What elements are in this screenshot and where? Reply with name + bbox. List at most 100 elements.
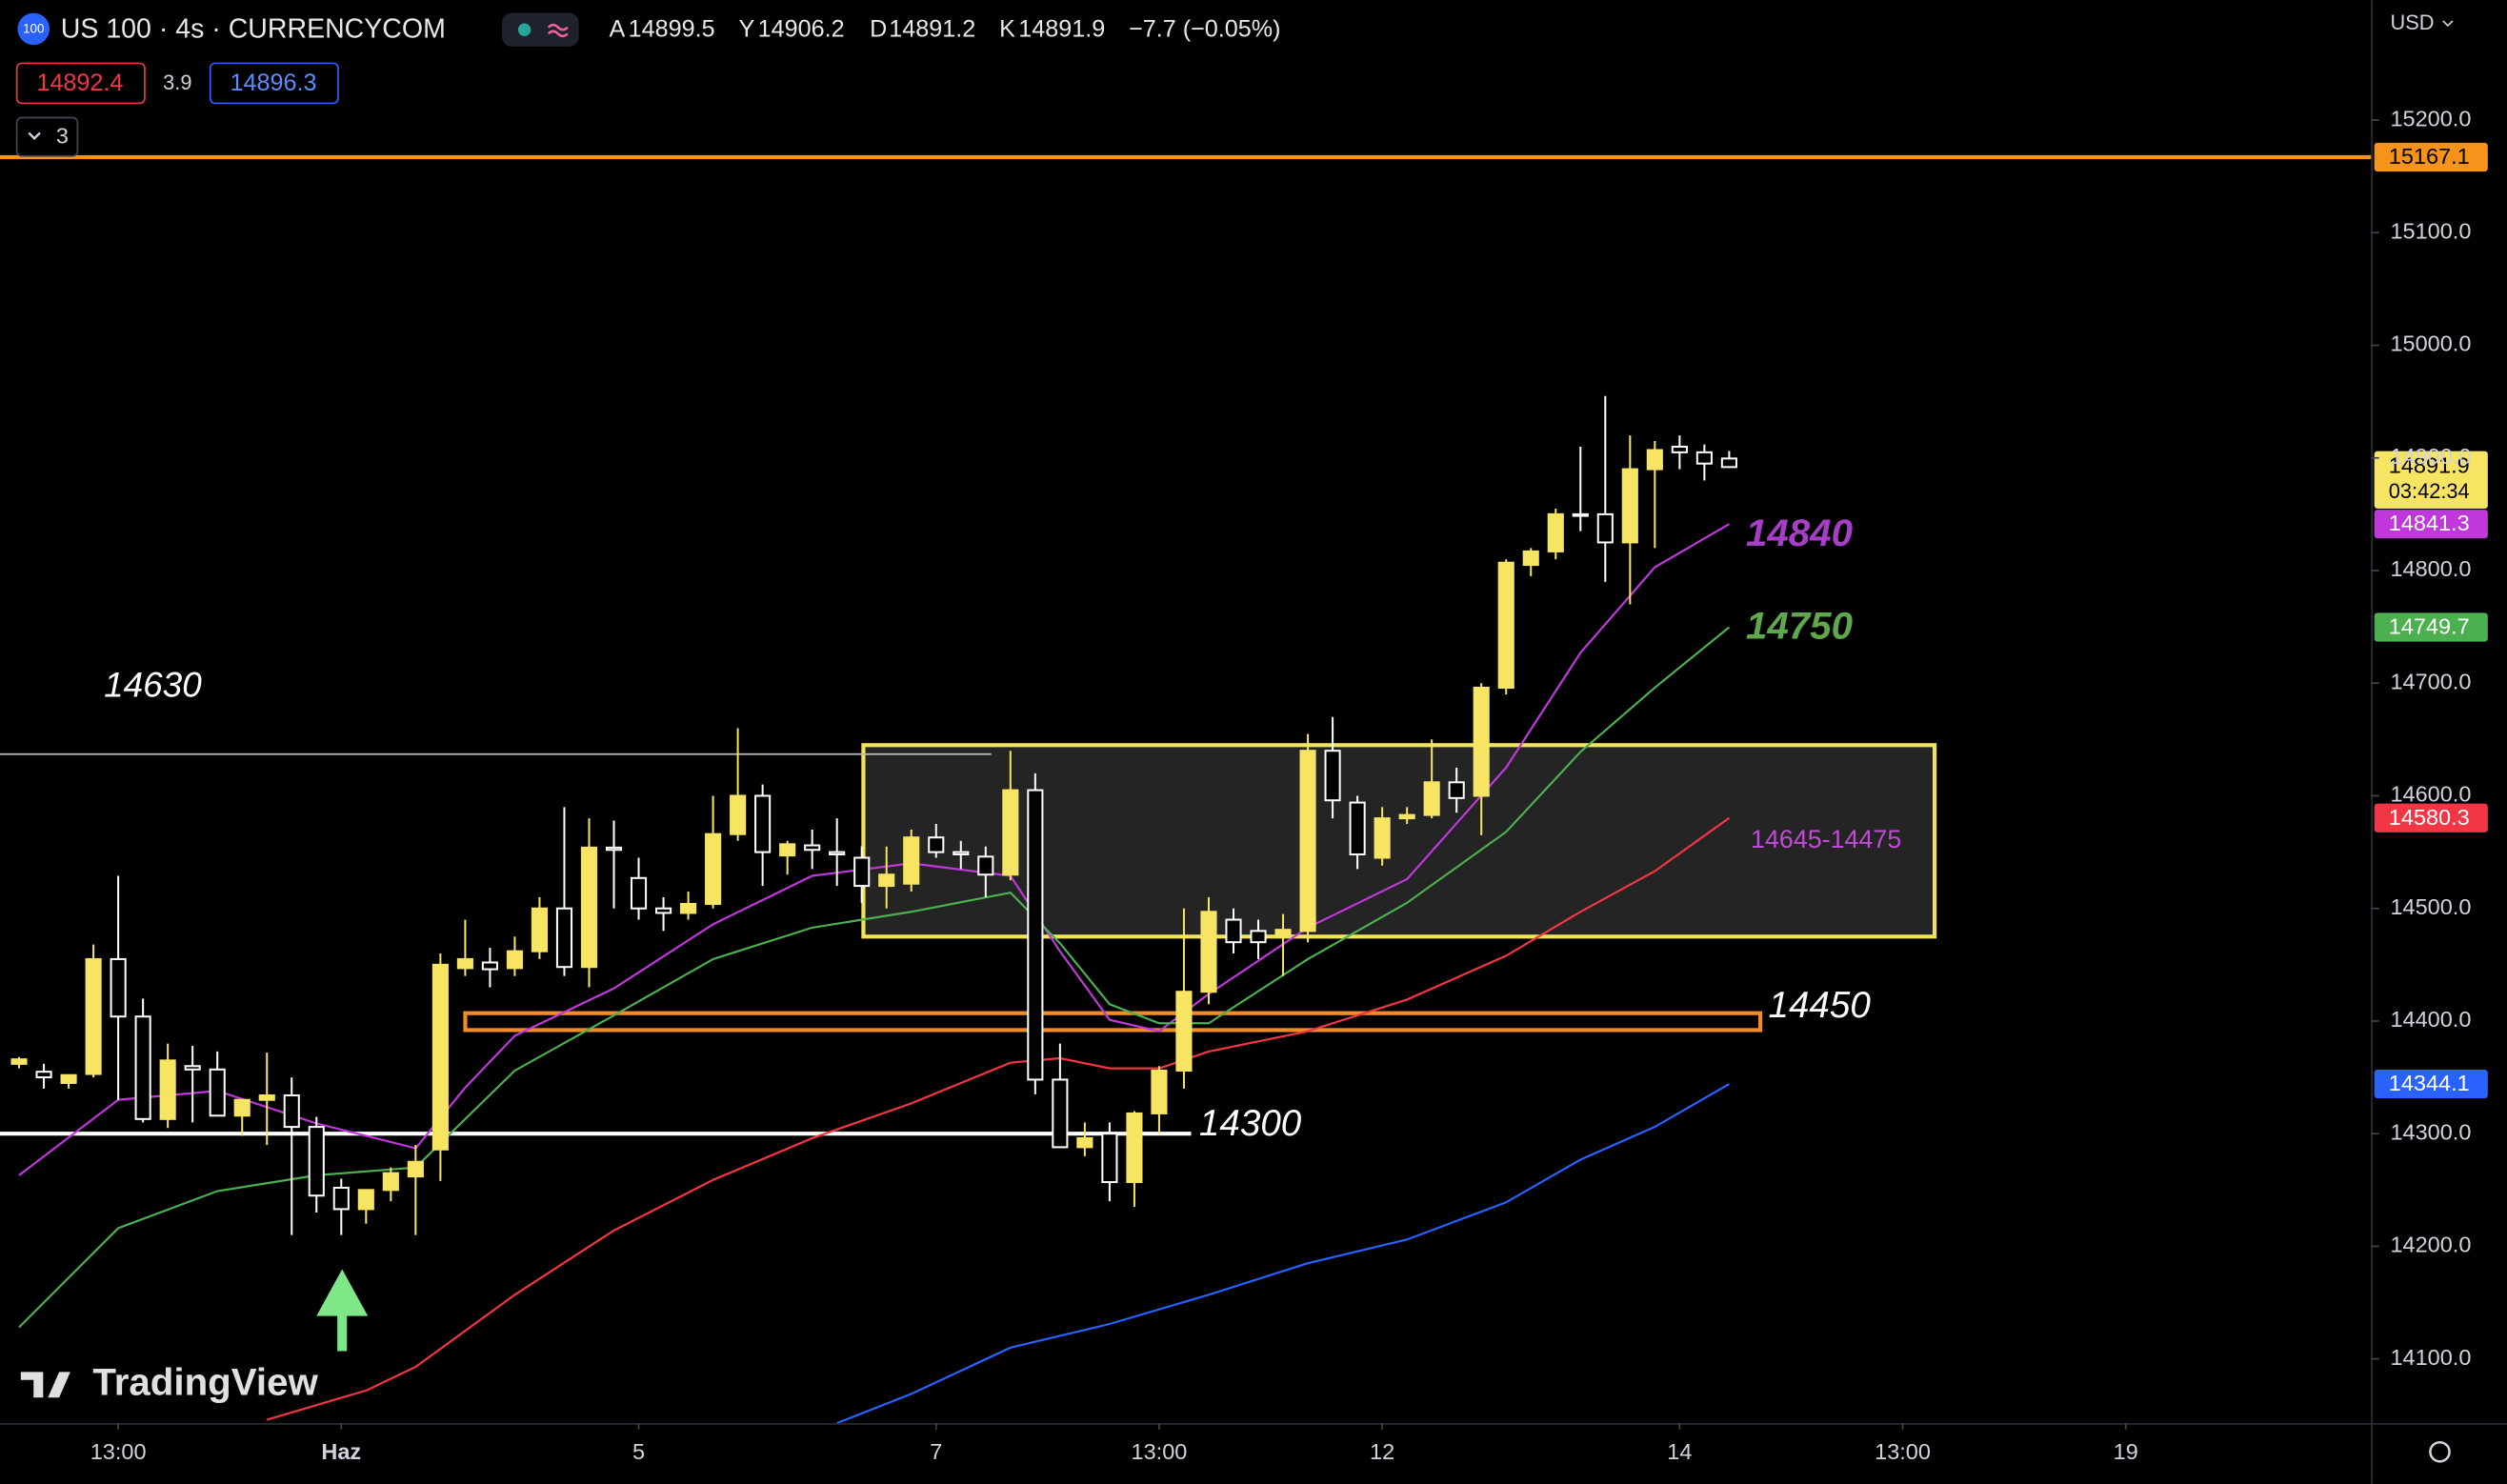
settings-icon[interactable] <box>2429 1440 2451 1463</box>
candle-body <box>308 1126 325 1197</box>
ohlc-key: Y <box>739 16 755 43</box>
candle-body <box>159 1059 176 1120</box>
ohlc-value: 14891.9 <box>1018 16 1105 43</box>
x-tick-label: 19 <box>2114 1439 2138 1464</box>
y-tick-label: 14400.0 <box>2390 1007 2471 1032</box>
candle-body <box>680 902 697 914</box>
ohlc-key: K <box>999 16 1015 43</box>
x-tick-label: 12 <box>1370 1439 1394 1464</box>
y-tick-label: 14100.0 <box>2390 1345 2471 1370</box>
candle-body <box>779 843 796 857</box>
candle-body <box>1522 550 1539 567</box>
watermark-logo <box>20 1372 70 1398</box>
y-tick-label: 14600.0 <box>2390 782 2471 807</box>
countdown: 03:42:34 <box>2389 479 2470 503</box>
chevron <box>2442 20 2454 28</box>
last-price-tag <box>2374 451 2488 509</box>
candle-body <box>407 1160 424 1178</box>
candle-body <box>754 794 772 853</box>
moving-average <box>18 523 1730 1176</box>
currency[interactable]: USD <box>2390 10 2434 34</box>
candle-body <box>1621 468 1638 544</box>
price-tag-label: 14344.1 <box>2389 1071 2470 1095</box>
badge-text: 100 <box>23 22 44 36</box>
candle-body <box>829 851 846 855</box>
candle-body <box>382 1172 399 1192</box>
candle-body <box>531 907 549 953</box>
candle-body <box>233 1098 251 1117</box>
up-arrow <box>316 1269 369 1352</box>
buy-price: 14896.3 <box>231 70 317 96</box>
annotation: 14300 <box>1199 1103 1302 1144</box>
candle-body <box>580 846 598 969</box>
status-wave <box>547 23 569 38</box>
candle-body <box>332 1186 350 1211</box>
candle-body <box>1274 929 1292 935</box>
candle-body <box>357 1189 374 1211</box>
candle-body <box>85 957 102 1075</box>
y-tick-label: 14900.0 <box>2390 444 2471 469</box>
candle-body <box>134 1015 151 1120</box>
candle-body <box>1695 451 1713 465</box>
spread: 3.9 <box>163 70 191 94</box>
symbol[interactable]: US 100 · 4s · CURRENCYCOM <box>61 14 446 45</box>
sell-price: 14892.4 <box>36 70 123 96</box>
candle-body <box>1596 512 1614 544</box>
x-tick-label: 7 <box>930 1439 942 1464</box>
candle-body <box>1547 512 1564 552</box>
candle-body <box>1497 561 1514 689</box>
candle-body <box>1349 801 1366 855</box>
candle-body <box>283 1093 300 1129</box>
zone <box>463 1011 1763 1033</box>
moving-average <box>836 1083 1730 1424</box>
candle-body <box>1398 813 1415 820</box>
candle-body <box>878 873 895 888</box>
candle-body <box>1101 1133 1118 1184</box>
candle-body <box>1225 918 1242 944</box>
change: −7.7 (−0.05%) <box>1129 16 1280 43</box>
candle-body <box>1200 911 1217 993</box>
sell-button[interactable] <box>15 62 146 105</box>
price-tag-label: 15167.1 <box>2389 144 2470 169</box>
zone-label: 14645-14475 <box>1751 825 1901 853</box>
buy-button[interactable] <box>209 62 339 105</box>
y-tick-label: 14700.0 <box>2390 669 2471 693</box>
candle-body <box>605 846 623 852</box>
candle-body <box>1448 781 1465 799</box>
candle-body <box>1299 750 1316 933</box>
x-tick-label: 5 <box>632 1439 645 1464</box>
y-tick-label: 15000.0 <box>2390 331 2471 356</box>
annotation: 14630 <box>104 666 202 705</box>
price-tag <box>2374 803 2488 832</box>
y-tick-label: 14800.0 <box>2390 556 2471 581</box>
candle-body <box>977 855 994 876</box>
x-tick-label: 13:00 <box>1875 1439 1931 1464</box>
candle-body <box>1126 1112 1143 1184</box>
watermark: TradingView <box>92 1360 318 1403</box>
candle-body <box>1473 686 1490 797</box>
status-dot <box>517 23 531 36</box>
candle-body <box>481 961 498 971</box>
indicators-count: 3 <box>56 124 69 149</box>
candle-body <box>953 851 970 855</box>
chevron <box>28 131 41 141</box>
price-tag <box>2374 510 2488 539</box>
candle-body <box>184 1065 201 1071</box>
candle-body <box>1151 1069 1168 1114</box>
x-tick-label: 14 <box>1667 1439 1692 1464</box>
status-pill[interactable] <box>502 12 579 47</box>
candle-body <box>1671 445 1688 453</box>
indicators-toggle[interactable] <box>15 116 79 157</box>
y-tick-label: 15200.0 <box>2390 106 2471 130</box>
price-tag <box>2374 612 2488 642</box>
annotation: 14450 <box>1769 985 1872 1026</box>
x-tick-label: Haz <box>321 1439 361 1464</box>
candle-body <box>10 1058 28 1065</box>
candle-body <box>1027 789 1044 1081</box>
x-tick-label: 13:00 <box>1132 1439 1188 1464</box>
x-tick-label: 13:00 <box>90 1439 147 1464</box>
candle-body <box>654 907 672 914</box>
